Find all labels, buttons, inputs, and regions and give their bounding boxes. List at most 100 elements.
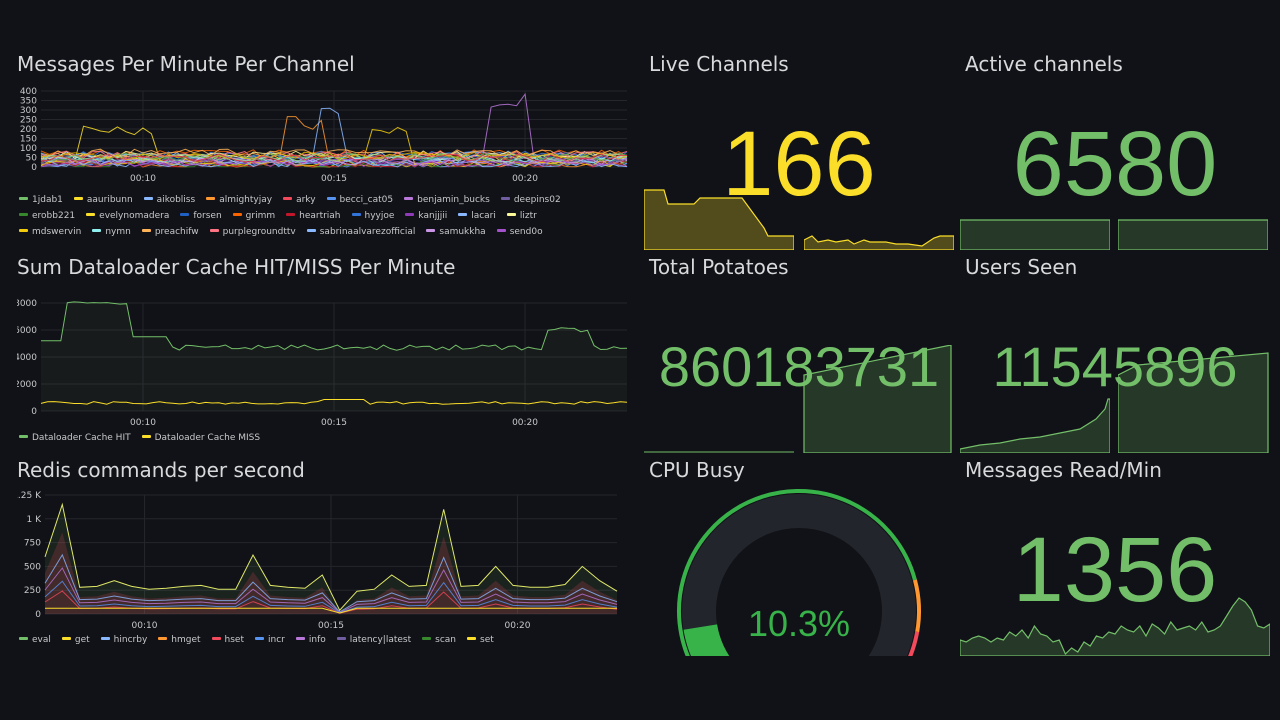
legend-item[interactable]: trainwreckstv bbox=[185, 240, 259, 242]
legend-label: hset bbox=[224, 635, 244, 645]
legend-item[interactable]: scan bbox=[422, 632, 456, 648]
legend-item[interactable]: get bbox=[61, 632, 90, 648]
legend-item[interactable]: incr bbox=[255, 632, 285, 648]
cache-timeseries-chart[interactable]: 8000 6000 4000 2000 0 00:10 00:15 00:20 bbox=[17, 293, 632, 428]
legend-swatch bbox=[19, 213, 28, 216]
legend-label: scan bbox=[435, 635, 457, 645]
messages-x-tick: 00:15 bbox=[321, 174, 347, 184]
messages-y-tick: 200 bbox=[20, 125, 37, 135]
legend-item[interactable]: deepins02 bbox=[500, 192, 561, 208]
legend-item[interactable]: grimm bbox=[232, 208, 275, 224]
redis-y-tick: 0 bbox=[35, 610, 41, 620]
panel-cache-hit-miss[interactable]: Sum Dataloader Cache HIT/MISS Per Minute… bbox=[17, 255, 632, 445]
legend-swatch bbox=[255, 637, 264, 640]
series-line bbox=[40, 153, 628, 163]
cpu-busy-gauge bbox=[677, 489, 921, 656]
legend-item[interactable]: 1jdab1 bbox=[19, 192, 63, 208]
messages-read-sparkline bbox=[960, 597, 1270, 656]
panel-title: Active channels bbox=[965, 52, 1123, 76]
legend-item[interactable]: hyyjoe bbox=[351, 208, 394, 224]
series-line bbox=[40, 157, 628, 167]
series-line bbox=[44, 567, 618, 613]
legend-swatch bbox=[209, 229, 219, 232]
legend-item[interactable]: lacari bbox=[458, 208, 496, 224]
legend-swatch bbox=[143, 197, 153, 200]
legend-item[interactable]: hincrby bbox=[100, 632, 147, 648]
legend-item[interactable]: vixi bbox=[270, 240, 299, 242]
legend-label: arky bbox=[296, 195, 316, 205]
legend-item[interactable]: preachifw bbox=[141, 224, 199, 240]
legend-item[interactable]: becci_cat05 bbox=[326, 192, 393, 208]
legend-item[interactable]: hset bbox=[211, 632, 244, 648]
legend-item[interactable]: evelynomadera bbox=[86, 208, 169, 224]
active-channels-sparkline-right bbox=[1118, 219, 1268, 250]
legend-swatch bbox=[158, 637, 168, 640]
panel-messages-read[interactable]: Messages Read/Min 1356 bbox=[960, 458, 1270, 658]
legend-item[interactable]: benjamin_bucks bbox=[404, 192, 490, 208]
panel-live-channels[interactable]: Live Channels 166 bbox=[644, 52, 954, 250]
legend-item[interactable]: nymn bbox=[92, 224, 131, 240]
redis-timeseries-chart[interactable]: 1.25 K 1 K 750 500 250 0 00:10 00:15 00:20 bbox=[17, 490, 632, 632]
panel-title: Messages Read/Min bbox=[965, 458, 1162, 482]
messages-x-tick: 00:20 bbox=[512, 174, 538, 184]
legend-item[interactable]: aikobliss bbox=[143, 192, 195, 208]
legend-item[interactable]: arky bbox=[283, 192, 316, 208]
cache-y-tick: 8000 bbox=[17, 299, 37, 309]
legend-label: preachifw bbox=[154, 227, 199, 237]
legend-item[interactable]: set bbox=[467, 632, 494, 648]
legend-swatch bbox=[92, 229, 102, 232]
legend-item[interactable]: send0o bbox=[496, 224, 543, 240]
legend-item[interactable]: samukkha bbox=[426, 224, 486, 240]
redis-y-tick: 500 bbox=[24, 562, 41, 572]
legend-item[interactable]: aauribunn bbox=[73, 192, 133, 208]
panel-title: Live Channels bbox=[649, 52, 789, 76]
cache-x-tick: 00:15 bbox=[321, 418, 347, 428]
legend-swatch bbox=[426, 229, 436, 232]
legend-label: aauribunn bbox=[86, 195, 133, 205]
legend-item[interactable]: kanjjjii bbox=[405, 208, 447, 224]
legend-swatch bbox=[351, 213, 361, 216]
panel-messages-per-minute[interactable]: Messages Per Minute Per Channel 400 350 30… bbox=[17, 52, 632, 242]
legend-item[interactable]: latency|latest bbox=[336, 632, 411, 648]
legend-item[interactable]: almightyjay bbox=[206, 192, 272, 208]
cache-legend: Dataloader Cache HIT Dataloader Cache MIS… bbox=[19, 430, 619, 446]
panel-users-seen[interactable]: Users Seen 11545896 bbox=[960, 255, 1270, 453]
legend-item[interactable]: info bbox=[295, 632, 326, 648]
legend-swatch bbox=[211, 637, 221, 640]
legend-item[interactable]: Dataloader Cache MISS bbox=[141, 430, 260, 446]
panel-redis-commands[interactable]: Redis commands per second 1.25 K 1 K 750 50… bbox=[17, 458, 632, 658]
legend-item[interactable]: liztr bbox=[506, 208, 537, 224]
legend-swatch bbox=[496, 229, 506, 232]
legend-label: nymn bbox=[105, 227, 131, 237]
legend-item[interactable]: forsen bbox=[180, 208, 222, 224]
legend-item[interactable]: thetylilshow bbox=[107, 240, 174, 242]
legend-item[interactable]: hmget bbox=[158, 632, 201, 648]
series-line bbox=[44, 580, 618, 614]
legend-swatch bbox=[232, 213, 242, 216]
legend-item[interactable]: sabrinaalvarezofficial bbox=[306, 224, 415, 240]
legend-label: purplegroundttv bbox=[222, 227, 296, 237]
legend-item[interactable]: erobb221 bbox=[19, 208, 75, 224]
legend-label: deepins02 bbox=[513, 195, 561, 205]
legend-swatch bbox=[180, 213, 190, 216]
legend-label: erobb221 bbox=[32, 211, 76, 221]
legend-item[interactable]: Dataloader Cache HIT bbox=[19, 430, 131, 446]
legend-item[interactable]: shahsotweaky bbox=[19, 240, 96, 242]
panel-total-potatoes[interactable]: Total Potatoes 860183731 bbox=[644, 255, 954, 453]
total-potatoes-sparkline bbox=[644, 345, 952, 453]
legend-item[interactable]: eval bbox=[19, 632, 51, 648]
panel-title: Sum Dataloader Cache HIT/MISS Per Minute bbox=[17, 255, 456, 279]
legend-item[interactable]: purplegroundttv bbox=[209, 224, 296, 240]
legend-label: hmget bbox=[171, 635, 201, 645]
legend-swatch bbox=[283, 197, 293, 200]
series-line-hit bbox=[41, 301, 628, 351]
legend-item[interactable]: heartriah bbox=[286, 208, 341, 224]
panel-active-channels[interactable]: Active channels 6580 bbox=[960, 52, 1270, 250]
legend-item[interactable]: mdswervin bbox=[19, 224, 81, 240]
panel-title: Users Seen bbox=[965, 255, 1078, 279]
legend-swatch bbox=[19, 197, 28, 200]
legend-swatch bbox=[100, 637, 110, 640]
legend-label: kanjjjii bbox=[418, 211, 448, 221]
panel-cpu-busy[interactable]: CPU Busy 10.3% bbox=[644, 458, 954, 658]
